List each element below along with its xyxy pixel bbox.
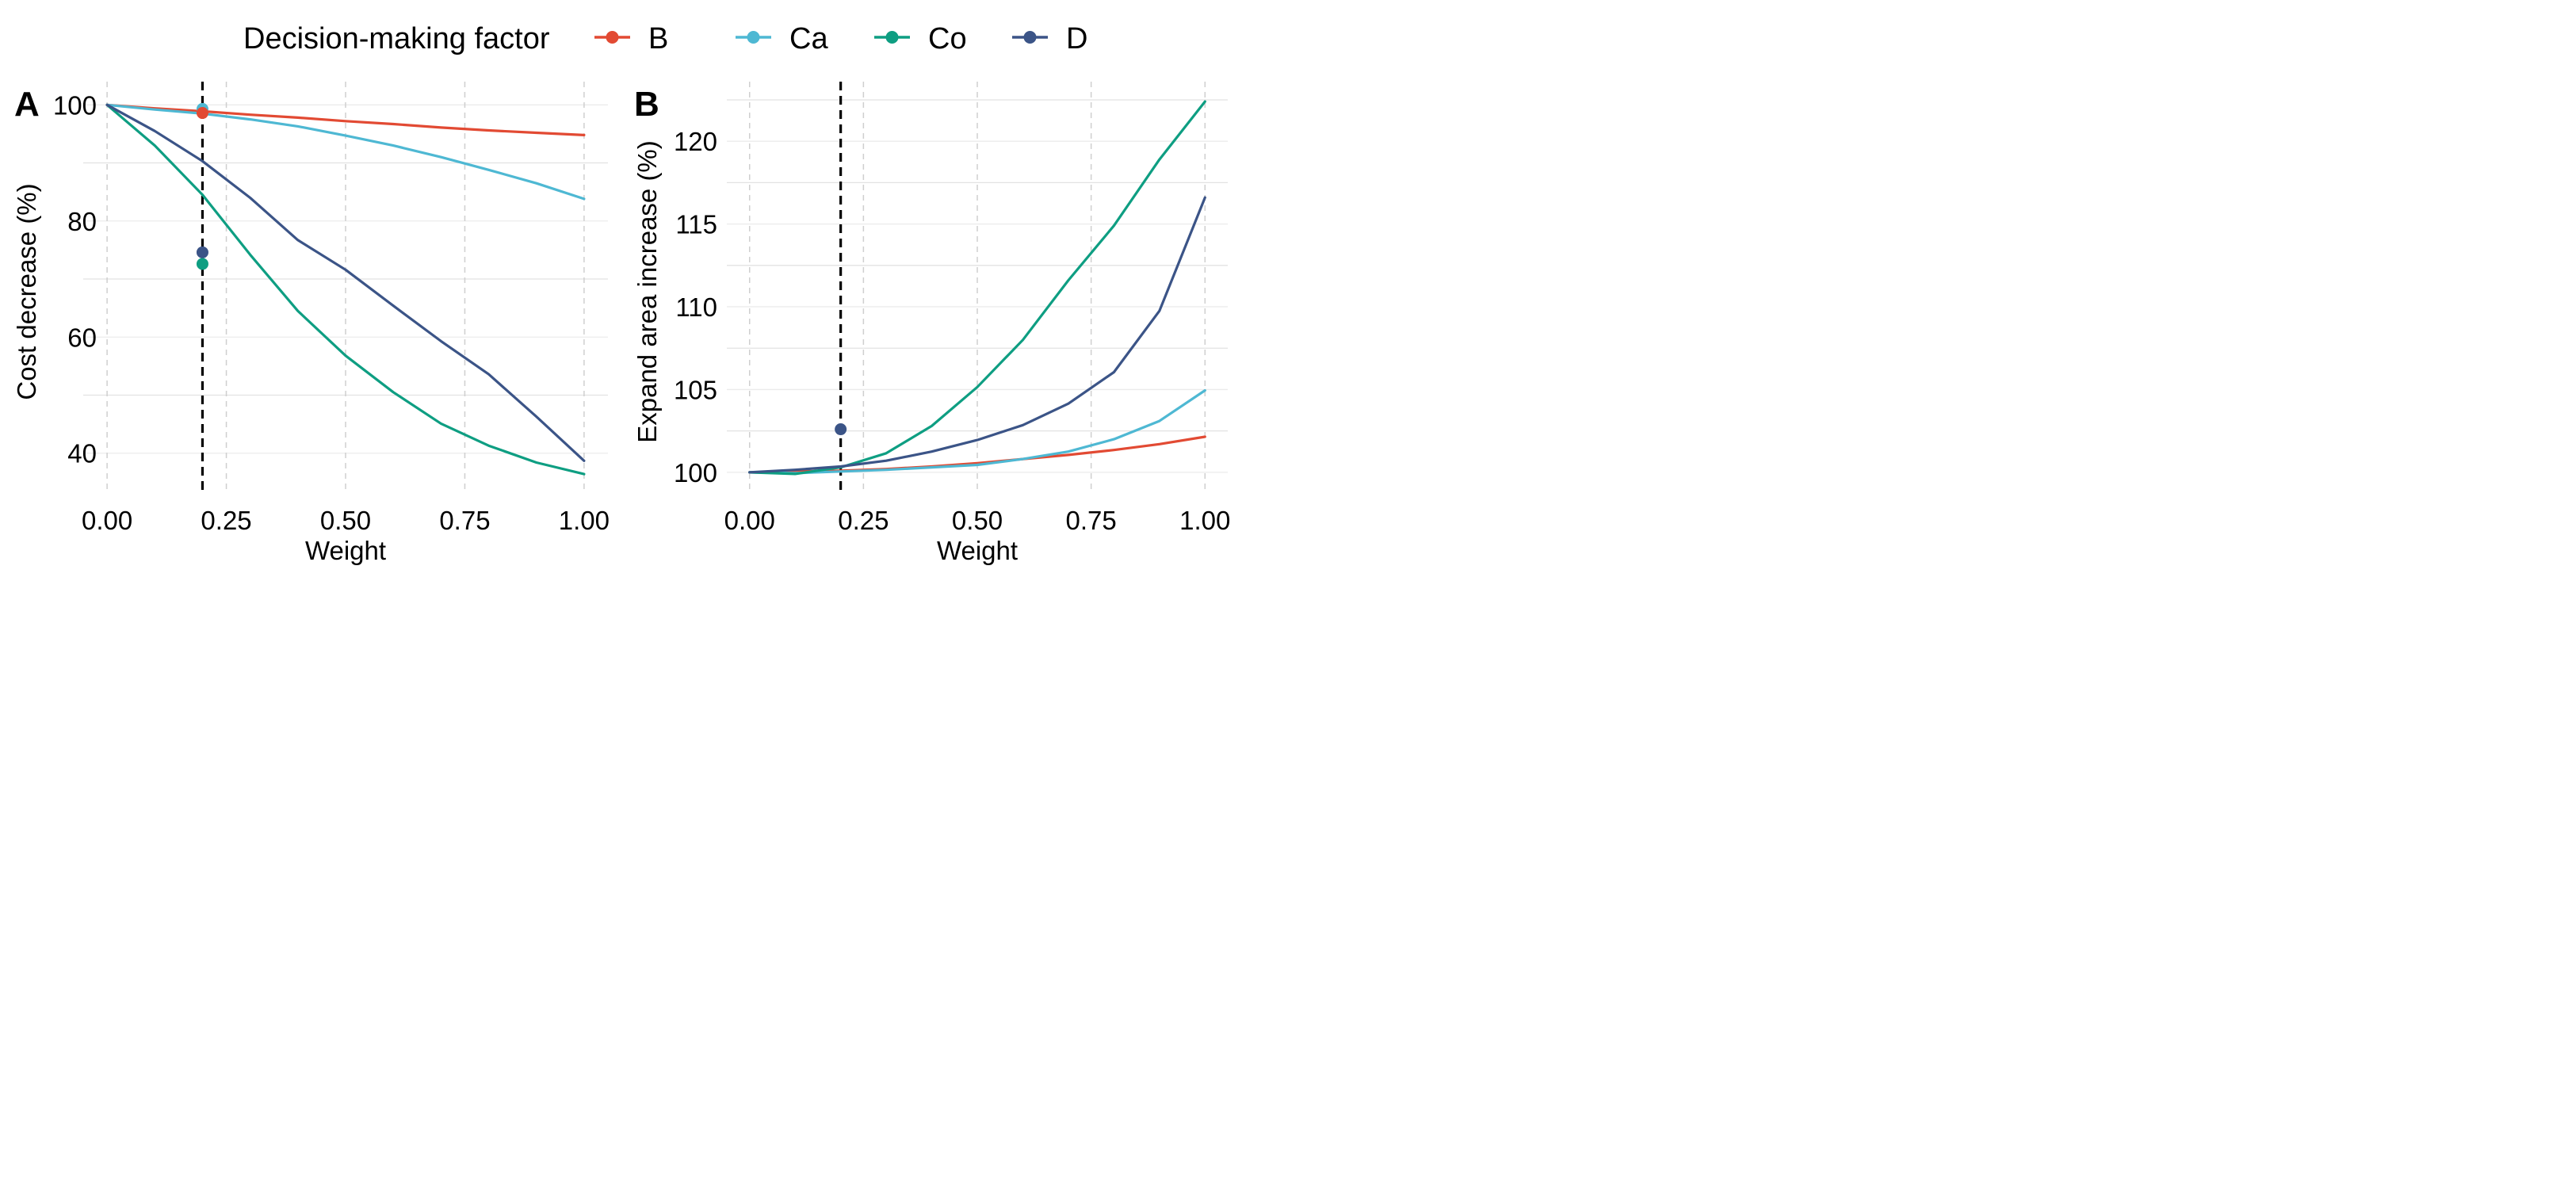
series-line-co — [748, 100, 1206, 476]
figure: Decision-making factor B Ca Co D 40 60 80 100 0… — [0, 0, 1239, 572]
x-tick-label: 0.50 — [320, 506, 371, 535]
y-tick-label: 80 — [67, 207, 97, 236]
x-tick-label: 1.00 — [559, 506, 610, 535]
x-tick-label: 0.00 — [724, 506, 775, 535]
panel-a: 40 60 80 100 0.00 0.25 0.50 0.75 1.00 Weight Cost … — [12, 82, 610, 565]
legend-key-dot-d — [1023, 31, 1037, 44]
legend-key-dot-b — [606, 31, 619, 44]
legend: Decision-making factor B Ca Co D — [243, 22, 1087, 55]
legend-label-d: D — [1066, 22, 1087, 55]
x-tick-label: 0.75 — [1066, 506, 1117, 535]
y-tick-label: 100 — [53, 90, 97, 120]
y-tick-label: 60 — [67, 323, 97, 352]
y-tick-label: 105 — [674, 375, 717, 404]
y-tick-label: 115 — [675, 210, 717, 239]
y-tick-label: 100 — [674, 458, 717, 487]
series-line-b — [105, 103, 586, 136]
legend-key-dot-co — [885, 31, 899, 44]
x-axis-label: Weight — [305, 536, 386, 565]
series-line-ca — [748, 388, 1206, 475]
x-tick-label: 0.25 — [838, 506, 889, 535]
x-tick-label: 1.00 — [1179, 506, 1230, 535]
marker-point-co — [196, 258, 208, 270]
panel-label-a: A — [14, 85, 40, 124]
series-line-d — [105, 103, 586, 462]
x-tick-label: 0.50 — [952, 506, 1003, 535]
x-tick-label: 0.00 — [82, 506, 132, 535]
y-tick-label: 110 — [675, 292, 717, 322]
x-axis-label: Weight — [937, 536, 1018, 565]
legend-key-dot-ca — [747, 31, 760, 44]
y-axis-label: Cost decrease (%) — [12, 183, 41, 400]
chart-canvas: Decision-making factor B Ca Co D 4060801000… — [12, 22, 1230, 565]
x-tick-label: 0.25 — [201, 506, 251, 535]
x-tick-label: 0.75 — [439, 506, 490, 535]
y-axis-label: Expand area increase (%) — [633, 140, 662, 443]
panel-b: 100 105 110 115 120 0.00 0.25 0.50 0.75 1.00 Weigh… — [633, 82, 1230, 565]
series-line-co — [105, 103, 586, 476]
legend-items: B Ca Co D — [594, 22, 1087, 55]
legend-label-co: Co — [928, 22, 967, 55]
legend-title: Decision-making factor — [243, 22, 550, 55]
legend-label-ca: Ca — [789, 22, 828, 55]
y-tick-label: 120 — [674, 127, 717, 156]
marker-point-d — [196, 246, 208, 258]
legend-label-b: B — [648, 22, 668, 55]
series-line-d — [748, 196, 1206, 474]
marker-point-b — [196, 107, 208, 120]
series-line-ca — [105, 103, 586, 201]
panel-label-b: B — [634, 85, 659, 124]
marker-point-d — [835, 423, 847, 436]
y-tick-label: 40 — [67, 439, 97, 468]
